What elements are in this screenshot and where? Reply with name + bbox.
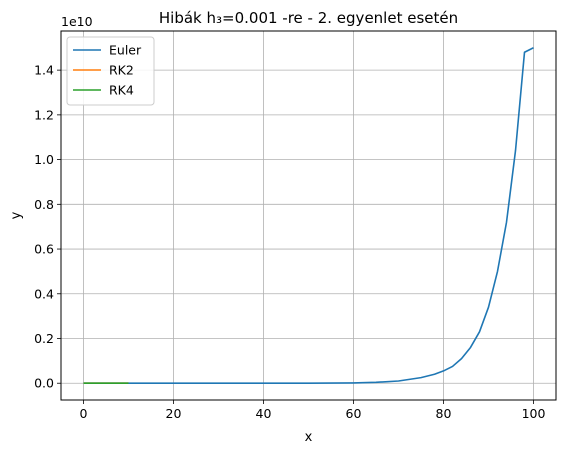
y-tick-label: 1.2 xyxy=(34,107,54,122)
y-tick-label: 0.0 xyxy=(34,376,54,391)
x-tick-label: 40 xyxy=(256,406,272,421)
series-layer xyxy=(83,47,534,385)
x-axis-label: x xyxy=(305,430,313,445)
y-axis-label: y xyxy=(9,211,24,219)
legend-label-rk4: RK4 xyxy=(109,83,134,98)
chart-title: Hibák h₃=0.001 -re - 2. egyenlet esetén xyxy=(159,9,458,27)
legend: Euler RK2 RK4 xyxy=(66,36,155,106)
y-tick-label: 0.6 xyxy=(34,242,54,257)
x-tick-label: 60 xyxy=(346,406,362,421)
x-tick-label: 20 xyxy=(166,406,182,421)
legend-label-euler: Euler xyxy=(109,43,142,58)
y-axis: 0.0 0.2 0.4 0.6 0.8 1.0 1.2 1.4 xyxy=(34,63,61,391)
legend-box xyxy=(66,36,155,106)
x-tick-label: 100 xyxy=(522,406,546,421)
grid xyxy=(61,31,556,400)
y-tick-label: 0.2 xyxy=(34,331,54,346)
x-tick-label: 80 xyxy=(436,406,452,421)
x-tick-label: 0 xyxy=(80,406,88,421)
y-tick-label: 0.8 xyxy=(34,197,54,212)
y-tick-label: 0.4 xyxy=(34,286,54,301)
x-axis: 0 20 40 60 80 100 xyxy=(80,400,546,421)
legend-label-rk2: RK2 xyxy=(109,63,134,78)
series-line-euler xyxy=(83,47,534,385)
plot-frame xyxy=(60,30,557,401)
y-scale-label: 1e10 xyxy=(61,14,93,29)
y-tick-label: 1.4 xyxy=(34,63,54,78)
y-tick-label: 1.0 xyxy=(34,152,54,167)
